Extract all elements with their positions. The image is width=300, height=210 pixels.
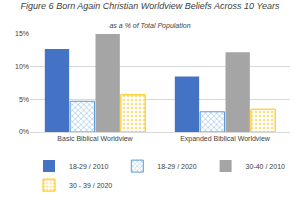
svg-text:Expanded Biblical Worldview: Expanded Biblical Worldview xyxy=(180,135,271,143)
svg-text:10%: 10% xyxy=(15,63,29,70)
svg-text:Basic Biblical Worldview: Basic Biblical Worldview xyxy=(57,135,133,142)
svg-text:15%: 15% xyxy=(15,30,29,37)
svg-text:30 - 39 / 2020: 30 - 39 / 2020 xyxy=(69,182,112,189)
svg-text:0%: 0% xyxy=(19,128,29,135)
svg-text:5%: 5% xyxy=(19,96,29,103)
svg-text:Figure 6 Born Again Christian: Figure 6 Born Again Christian Worldview … xyxy=(21,1,280,11)
svg-text:30-40 / 2010: 30-40 / 2010 xyxy=(246,163,285,170)
svg-text:as a % of Total Population: as a % of Total Population xyxy=(109,22,190,30)
svg-text:18-29 / 2010: 18-29 / 2010 xyxy=(69,163,108,170)
svg-text:18-29 / 2020: 18-29 / 2020 xyxy=(157,163,196,170)
